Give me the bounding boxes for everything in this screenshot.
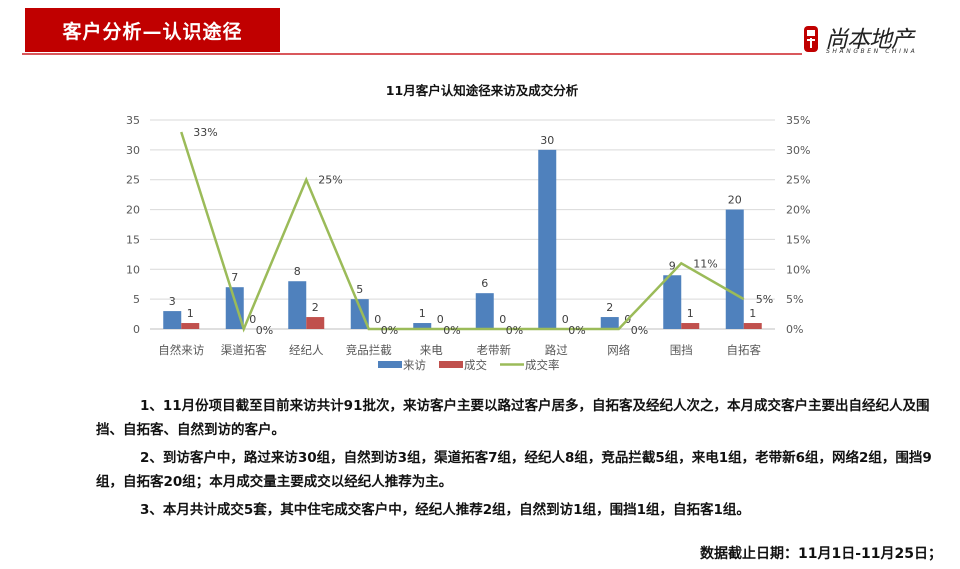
logo-mark-icon [804, 26, 818, 52]
bar-label: 1 [749, 307, 756, 320]
paragraph-3: 3、本月共计成交5套，其中住宅成交客户中，经纪人推荐2组，自然到访1组，围挡1组… [140, 502, 750, 518]
y-right-tick: 10% [786, 263, 810, 276]
bar-label: 6 [481, 277, 488, 290]
y-right-tick: 5% [786, 293, 803, 306]
line-label: 11% [693, 257, 717, 270]
chart-legend: 来访 成交 成交率 [378, 358, 560, 372]
bar [288, 281, 307, 329]
bar-label: 0 [249, 313, 256, 326]
x-tick-label: 经纪人 [289, 343, 324, 357]
bar-label: 1 [687, 307, 694, 320]
y-left-tick: 5 [133, 293, 140, 306]
bar-label: 1 [419, 307, 426, 320]
y-left-tick: 10 [126, 263, 140, 276]
legend-label: 成交率 [525, 358, 560, 372]
chart-title: 11月客户认知途径来访及成交分析 [386, 83, 579, 98]
conversion-rate-line [180, 131, 745, 333]
bar-label: 3 [169, 295, 176, 308]
x-tick-label: 围挡 [670, 343, 693, 357]
bar-label: 20 [728, 194, 742, 207]
line-series: 33% 0% 25% 0% 0% 0% 0% 0% 11% 5% [180, 126, 773, 337]
paragraph-2: 2、到访客户中，路过来访30组，自然到访3组，渠道拓客7组，经纪人8组，竞品拦截… [96, 450, 932, 490]
y-left-tick: 15 [126, 233, 140, 246]
legend-swatch [378, 361, 402, 368]
bar [725, 209, 744, 329]
x-tick-label: 老带新 [477, 343, 512, 357]
data-cutoff-note: 数据截止日期：11月1日-11月25日； [700, 546, 942, 562]
logo-text-cn: 尚本地产 [825, 27, 914, 53]
line-label: 0% [443, 324, 460, 337]
bar [538, 149, 557, 329]
bar-label: 9 [669, 259, 676, 272]
bar [413, 323, 432, 329]
y-axis-right: 0% 5% 10% 15% 20% 25% 30% 35% [786, 114, 810, 336]
x-tick-label: 竞品拦截 [346, 343, 392, 357]
bar [181, 323, 200, 329]
bar-label: 7 [231, 271, 238, 284]
bar-label: 2 [312, 301, 319, 314]
bar-label: 0 [374, 313, 381, 326]
x-tick-label: 来电 [420, 343, 443, 357]
line-label: 25% [318, 174, 342, 187]
bar-label: 30 [540, 134, 554, 147]
legend-swatch [439, 361, 463, 368]
y-right-tick: 30% [786, 144, 810, 157]
y-right-tick: 20% [786, 204, 810, 217]
bar [600, 317, 619, 329]
line-label: 0% [506, 324, 523, 337]
company-logo: 尚本地产 SHANGBEN CHINA [803, 22, 943, 58]
y-axis-left: 0 5 10 15 20 25 30 35 [126, 114, 140, 336]
bar-label: 1 [187, 307, 194, 320]
y-right-tick: 0% [786, 323, 803, 336]
legend-label: 来访 [403, 358, 426, 372]
line-label: 5% [756, 293, 773, 306]
bar [743, 323, 762, 329]
y-right-tick: 35% [786, 114, 810, 127]
paragraph-1: 1、11月份项目截至目前来访共计91批次，来访客户主要以路过客户居多，自拓客及经… [96, 398, 930, 438]
bar [350, 299, 369, 329]
x-tick-label: 自然来访 [158, 343, 204, 357]
bar [163, 311, 182, 329]
x-tick-label: 自拓客 [727, 343, 762, 357]
title-underline [22, 53, 802, 55]
y-right-tick: 15% [786, 233, 810, 246]
y-right-tick: 25% [786, 174, 810, 187]
bar-label: 0 [499, 313, 506, 326]
line-label: 0% [256, 324, 273, 337]
bar [475, 293, 494, 329]
page-title: 客户分析—认识途径 [25, 8, 280, 52]
y-left-tick: 30 [126, 144, 140, 157]
x-axis-labels: 自然来访 渠道拓客 经纪人 竞品拦截 来电 老带新 路过 网络 围挡 自拓客 [158, 343, 761, 357]
x-tick-label: 网络 [607, 343, 630, 357]
line-label: 33% [193, 126, 217, 139]
line-label: 0% [568, 324, 585, 337]
bar-label: 0 [437, 313, 444, 326]
legend-label: 成交 [464, 358, 487, 372]
bar [306, 317, 325, 329]
bar-label: 8 [294, 265, 301, 278]
y-left-tick: 35 [126, 114, 140, 127]
line-label: 0% [381, 324, 398, 337]
y-left-tick: 20 [126, 204, 140, 217]
bar [681, 323, 700, 329]
y-left-tick: 0 [133, 323, 140, 336]
bar [663, 275, 682, 329]
bar-label: 2 [606, 301, 613, 314]
bar-label: 0 [562, 313, 569, 326]
line-label: 0% [631, 324, 648, 337]
y-left-tick: 25 [126, 174, 140, 187]
x-tick-label: 渠道拓客 [221, 343, 267, 357]
bar-label: 5 [356, 283, 363, 296]
logo-text-en: SHANGBEN CHINA [826, 48, 918, 55]
x-tick-label: 路过 [545, 343, 568, 357]
